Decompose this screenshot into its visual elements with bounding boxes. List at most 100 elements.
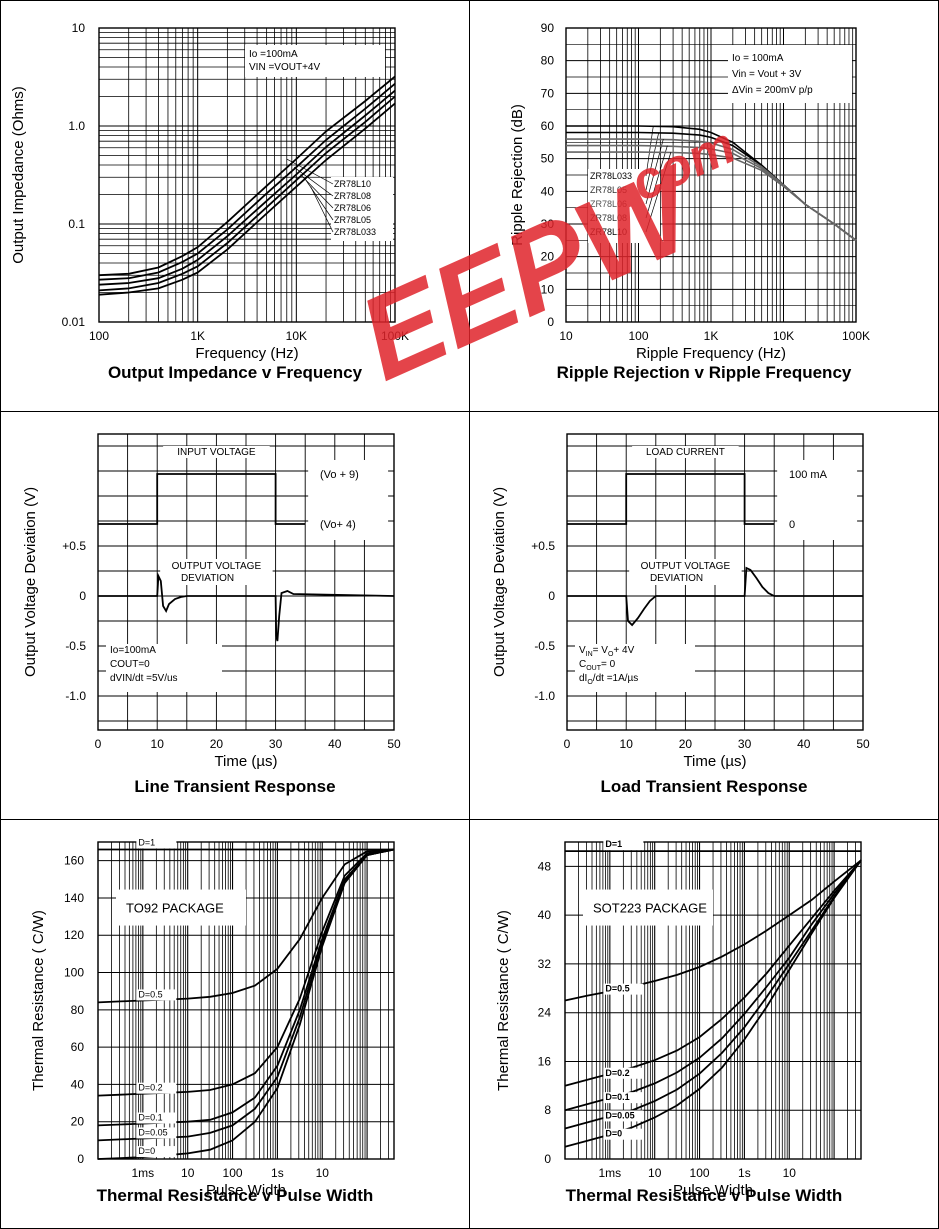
input-level-high: (Vo + 9) bbox=[320, 469, 359, 481]
x-tick-label: 50 bbox=[387, 737, 401, 751]
output-impedance-chart: Frequency (Hz)Output Impedance (Ohms)100… bbox=[10, 21, 409, 362]
y-tick-label: 0.01 bbox=[62, 315, 86, 329]
level-box bbox=[308, 460, 389, 540]
series-line bbox=[98, 89, 396, 286]
y-tick-label: 100 bbox=[64, 966, 84, 980]
chart-title: Line Transient Response bbox=[134, 777, 336, 796]
y-tick-label: +0.5 bbox=[531, 539, 555, 553]
series-label-bg bbox=[603, 1128, 644, 1140]
y-tick-label: 90 bbox=[541, 21, 555, 35]
panel-line-transient: Time (µs) Output Voltage Deviation (V) 0 10… bbox=[0, 412, 470, 820]
series-label: D=0 bbox=[138, 1146, 155, 1156]
input-label: INPUT VOLTAGE bbox=[177, 447, 256, 458]
series-label-bg bbox=[136, 1146, 177, 1158]
x-tick-label: 10 bbox=[181, 1166, 195, 1180]
plot-frame bbox=[97, 841, 395, 1160]
thermal-sot223-chart: Pulse Width Thermal Resistance ( C/W) 1ms 1… bbox=[495, 839, 862, 1199]
legend-box bbox=[331, 177, 393, 241]
y-tick-label: 160 bbox=[64, 854, 84, 868]
chart-title: Output Impedance v Frequency bbox=[107, 363, 363, 382]
y-tick-label: 32 bbox=[538, 957, 552, 971]
leader-line bbox=[645, 152, 672, 233]
annotation-text: VIN =VOUT+4V bbox=[249, 62, 320, 73]
y-axis-label: Output Voltage Deviation (V) bbox=[22, 487, 39, 677]
x-tick-label: 40 bbox=[328, 737, 342, 751]
y-tick-label: 40 bbox=[541, 184, 555, 198]
y-tick-label: 120 bbox=[64, 928, 84, 942]
x-axis-label: Pulse Width bbox=[673, 1182, 753, 1199]
x-tick-label: 10K bbox=[286, 329, 307, 343]
series-label-bg bbox=[136, 837, 177, 849]
panel-thermal-to92: Pulse Width Thermal Resistance ( C/W) 1ms 1… bbox=[0, 820, 470, 1229]
series-label: D=0.1 bbox=[605, 1092, 629, 1102]
x-axis-label: Frequency (Hz) bbox=[195, 345, 298, 362]
y-tick-label: -0.5 bbox=[65, 639, 86, 653]
y-tick-label: 40 bbox=[538, 908, 552, 922]
leader-line bbox=[645, 145, 668, 219]
y-tick-label: 60 bbox=[71, 1040, 85, 1054]
legend-label: ZR78L08 bbox=[590, 213, 627, 223]
y-tick-label: 24 bbox=[538, 1006, 552, 1020]
y-tick-label: 80 bbox=[541, 54, 555, 68]
x-tick-label: 10 bbox=[783, 1166, 797, 1180]
label-bg bbox=[160, 559, 273, 585]
input-label: LOAD CURRENT bbox=[646, 447, 725, 458]
plot-frame bbox=[98, 27, 396, 323]
series-label-bg bbox=[603, 1110, 644, 1122]
y-axis-label: Output Voltage Deviation (V) bbox=[491, 487, 508, 677]
label-bg bbox=[629, 559, 742, 585]
condition-text: Io=100mA bbox=[110, 645, 156, 656]
y-tick-label: 0 bbox=[548, 589, 555, 603]
y-tick-label: 50 bbox=[541, 152, 555, 166]
series-label: D=0.5 bbox=[605, 984, 629, 994]
series-label: D=0.05 bbox=[138, 1127, 167, 1137]
plot-frame bbox=[97, 433, 395, 731]
leader-line bbox=[645, 132, 660, 191]
leader-line bbox=[305, 179, 334, 221]
series-label: D=0.1 bbox=[138, 1113, 162, 1123]
x-tick-label: 40 bbox=[797, 737, 811, 751]
plot-frame bbox=[565, 27, 857, 323]
panel-load-transient: Time (µs) Output Voltage Deviation (V) 0 10… bbox=[470, 412, 939, 820]
output-label: DEVIATION bbox=[181, 573, 234, 584]
annotation-text: Vin = Vout + 3V bbox=[732, 69, 802, 80]
x-tick-label: 100K bbox=[842, 329, 870, 343]
y-tick-label: 60 bbox=[541, 119, 555, 133]
y-tick-label: 0 bbox=[544, 1152, 551, 1166]
condition-vin: VIN= VO+ 4V bbox=[579, 645, 635, 658]
chart-title: Thermal Resistance v Pulse Width bbox=[96, 1186, 374, 1205]
annotation-box bbox=[245, 45, 385, 77]
output-label: OUTPUT VOLTAGE bbox=[641, 561, 731, 572]
x-tick-label: 100 bbox=[223, 1166, 243, 1180]
leader-line bbox=[645, 138, 664, 205]
chart-title: Ripple Rejection v Ripple Frequency bbox=[556, 363, 852, 382]
x-tick-label: 50 bbox=[856, 737, 870, 751]
series-label: D=0.5 bbox=[138, 989, 162, 999]
output-waveform bbox=[567, 566, 863, 627]
legend-label: ZR78L06 bbox=[334, 203, 371, 213]
series-label: D=1 bbox=[605, 839, 622, 849]
series-line bbox=[98, 83, 396, 281]
input-waveform bbox=[98, 473, 306, 525]
series-label: D=0.05 bbox=[605, 1110, 634, 1120]
x-tick-label: 100 bbox=[690, 1166, 710, 1180]
line-transient-chart: Time (µs) Output Voltage Deviation (V) 0 10… bbox=[22, 433, 401, 770]
y-tick-label: 10 bbox=[72, 21, 86, 35]
x-axis-label: Time (µs) bbox=[683, 753, 746, 770]
y-tick-label: 10 bbox=[541, 282, 555, 296]
legend-label: ZR78L033 bbox=[590, 171, 632, 181]
y-tick-label: 16 bbox=[538, 1054, 552, 1068]
panel-ripple-rejection: Ripple Frequency (Hz) Ripple Rejection (d… bbox=[470, 0, 939, 412]
x-tick-label: 100K bbox=[381, 329, 409, 343]
leader-line bbox=[645, 125, 654, 177]
input-waveform bbox=[567, 473, 775, 525]
condition-text: dVIN/dt =5V/us bbox=[110, 673, 178, 684]
series-label-bg bbox=[136, 1112, 177, 1124]
series-line bbox=[566, 151, 857, 241]
x-tick-label: 1K bbox=[190, 329, 205, 343]
y-tick-label: 70 bbox=[541, 86, 555, 100]
x-tick-label: 30 bbox=[269, 737, 283, 751]
load-transient-chart: Time (µs) Output Voltage Deviation (V) 0 10… bbox=[491, 433, 870, 770]
series-label: D=0 bbox=[605, 1129, 622, 1139]
legend-label: ZR78L10 bbox=[590, 227, 627, 237]
